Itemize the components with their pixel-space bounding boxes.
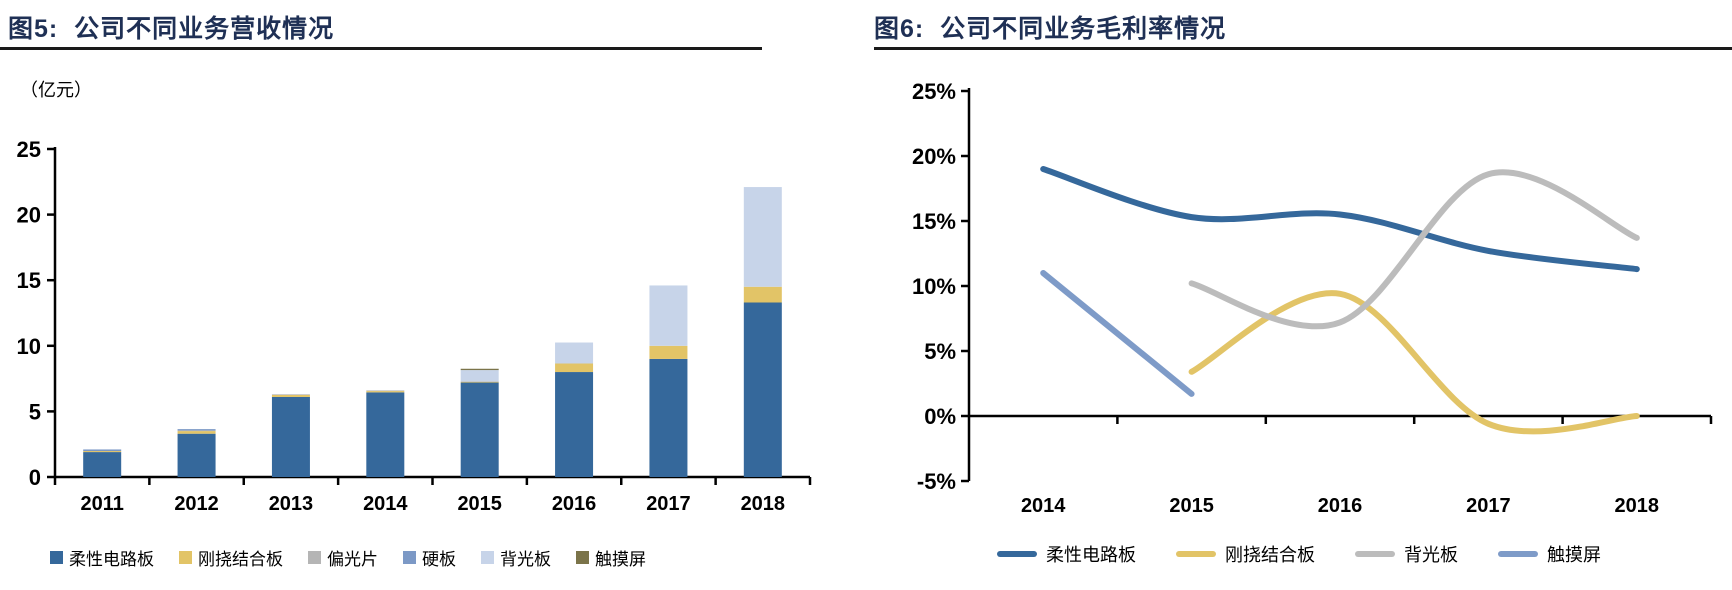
figure5-y-axis-unit-label: （亿元） bbox=[20, 80, 92, 100]
figure6-legend: 柔性电路板 刚挠结合板 背光板 触摸屏 bbox=[866, 541, 1732, 567]
bar-segment bbox=[177, 433, 216, 477]
legend-item: 背光板 bbox=[481, 545, 551, 570]
legend-item: 背光板 bbox=[1355, 541, 1458, 567]
x-axis-label: 2011 bbox=[80, 493, 123, 515]
figure5-title-divider bbox=[0, 47, 762, 50]
legend-item: 柔性电路板 bbox=[50, 545, 154, 570]
legend-color-swatch bbox=[576, 551, 589, 564]
figure6-title-divider bbox=[874, 47, 1732, 50]
margin-line-series bbox=[1040, 166, 1640, 273]
bar-segment bbox=[649, 358, 688, 477]
y-axis-label: 25% bbox=[912, 79, 956, 104]
y-axis-label: 25 bbox=[17, 137, 41, 162]
legend-item: 刚挠结合板 bbox=[179, 545, 283, 570]
x-axis-label: 2018 bbox=[1615, 495, 1660, 517]
legend-label: 刚挠结合板 bbox=[198, 550, 283, 569]
y-axis-label: 0 bbox=[29, 465, 41, 490]
x-axis-label: 2016 bbox=[552, 493, 597, 515]
bar-segment bbox=[649, 285, 688, 346]
legend-color-swatch bbox=[308, 551, 321, 564]
legend-line-swatch bbox=[997, 551, 1037, 557]
legend-item: 触摸屏 bbox=[576, 545, 646, 570]
legend-label: 背光板 bbox=[1404, 545, 1458, 565]
legend-label: 触摸屏 bbox=[1547, 545, 1601, 565]
x-axis-label: 2017 bbox=[1466, 495, 1511, 517]
bar-segment bbox=[271, 395, 310, 397]
figure5-panel: 图5: 公司不同业务营收情况 （亿元） 0 5 10 15 20 25 2011 2012 20… bbox=[0, 15, 812, 570]
figure5-legend: 柔性电路板 刚挠结合板 偏光片 硬板 背光板 触摸屏 bbox=[50, 545, 646, 570]
figure6-title: 图6: 公司不同业务毛利率情况 bbox=[874, 15, 1227, 43]
legend-item: 偏光片 bbox=[308, 545, 378, 570]
legend-label: 柔性电路板 bbox=[1046, 545, 1136, 565]
x-axis-label: 2016 bbox=[1318, 495, 1363, 517]
bar-segment bbox=[366, 392, 405, 477]
bar-segment bbox=[177, 429, 216, 431]
legend-label: 偏光片 bbox=[327, 550, 378, 569]
bar-segment bbox=[649, 345, 688, 359]
legend-line-swatch bbox=[1355, 551, 1395, 557]
revenue-stacked-bar-chart: 0 5 10 15 20 25 2011 2012 2013 2014 2015 2016 2017 20… bbox=[17, 137, 812, 515]
legend-line-swatch bbox=[1176, 551, 1216, 557]
x-axis-label: 2012 bbox=[174, 493, 219, 515]
bar-segment bbox=[743, 286, 782, 303]
bar-segment bbox=[555, 342, 594, 364]
x-axis-label: 2015 bbox=[457, 493, 502, 515]
x-axis-label: 2014 bbox=[1021, 495, 1066, 517]
legend-color-swatch bbox=[403, 551, 416, 564]
bar-segment bbox=[460, 382, 499, 477]
bar-segment bbox=[460, 381, 499, 382]
figure6-panel: 图6: 公司不同业务毛利率情况 -5% 0% 5% 10% 15% 20% 25% 2014 2… bbox=[866, 0, 1732, 590]
bar-segment bbox=[366, 391, 405, 393]
bar-segment bbox=[460, 381, 499, 383]
y-axis-label: 20% bbox=[912, 144, 956, 169]
bar-segment bbox=[460, 368, 499, 371]
bar-segment bbox=[555, 363, 594, 373]
legend-item: 柔性电路板 bbox=[997, 541, 1136, 567]
bar-segment bbox=[83, 452, 122, 477]
y-axis-label: -5% bbox=[917, 469, 956, 494]
bar-segment bbox=[366, 390, 405, 392]
legend-label: 硬板 bbox=[422, 550, 456, 569]
legend-item: 硬板 bbox=[403, 545, 456, 570]
gross-margin-line-chart: -5% 0% 5% 10% 15% 20% 25% 2014 2015 2016 2017 2018 bbox=[912, 79, 1713, 517]
legend-item: 刚挠结合板 bbox=[1176, 541, 1315, 567]
bar-segment bbox=[177, 430, 216, 432]
margin-line-series bbox=[1188, 290, 1640, 435]
bar-segment bbox=[743, 187, 782, 287]
y-axis-label: 5% bbox=[924, 339, 956, 364]
y-axis-label: 10% bbox=[912, 274, 956, 299]
y-axis-label: 15% bbox=[912, 209, 956, 234]
y-axis-label: 0% bbox=[924, 404, 956, 429]
bar-segment bbox=[555, 372, 594, 477]
bar-segment bbox=[83, 449, 122, 452]
legend-label: 柔性电路板 bbox=[69, 550, 154, 569]
legend-line-swatch bbox=[1498, 551, 1538, 557]
bar-segment bbox=[743, 302, 782, 477]
legend-label: 背光板 bbox=[500, 550, 551, 569]
y-axis-label: 10 bbox=[17, 334, 41, 359]
margin-line-series bbox=[1188, 169, 1640, 330]
bar-segment bbox=[83, 451, 122, 453]
legend-item: 触摸屏 bbox=[1498, 541, 1601, 567]
x-axis-label: 2018 bbox=[741, 493, 786, 515]
legend-color-swatch bbox=[481, 551, 494, 564]
y-axis-label: 5 bbox=[29, 399, 41, 424]
y-axis-label: 20 bbox=[17, 203, 41, 228]
bar-segment bbox=[271, 394, 310, 395]
x-axis-label: 2017 bbox=[646, 493, 691, 515]
x-axis-label: 2014 bbox=[363, 493, 408, 515]
y-axis-label: 15 bbox=[17, 268, 41, 293]
legend-label: 刚挠结合板 bbox=[1225, 545, 1315, 565]
figure5-title: 图5: 公司不同业务营收情况 bbox=[8, 15, 335, 43]
x-axis-label: 2013 bbox=[269, 493, 314, 515]
bar-segment bbox=[271, 396, 310, 477]
bar-segment bbox=[460, 370, 499, 382]
legend-color-swatch bbox=[50, 551, 63, 564]
x-axis-label: 2015 bbox=[1169, 495, 1214, 517]
legend-color-swatch bbox=[179, 551, 192, 564]
legend-label: 触摸屏 bbox=[595, 550, 646, 569]
bar-segment bbox=[177, 431, 216, 434]
margin-line-series bbox=[1040, 270, 1195, 397]
